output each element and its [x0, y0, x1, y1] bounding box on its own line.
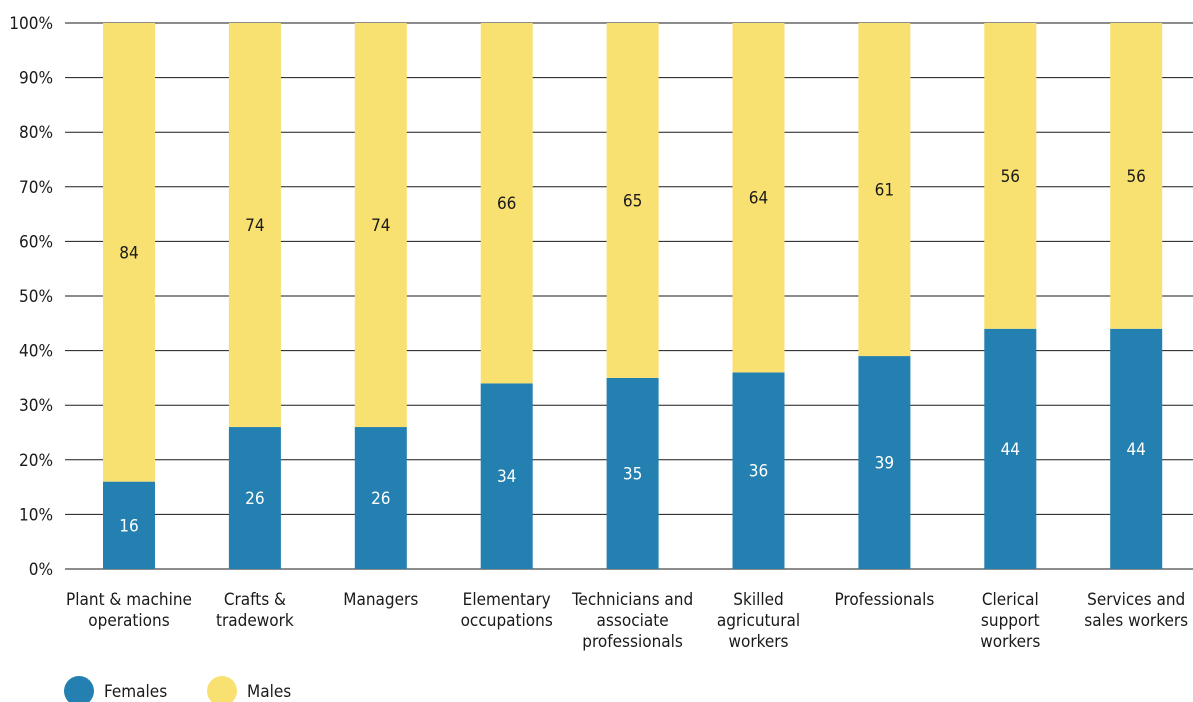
- y-axis-tick-labels: 0% 10% 20% 30% 40% 50% 60% 70% 80% 90% 100%: [9, 14, 53, 580]
- bar-segment-males: [1110, 23, 1163, 329]
- x-category-label: Managers: [343, 590, 418, 610]
- bar-segment-females: [858, 356, 911, 569]
- data-label-females: 26: [245, 489, 264, 509]
- bar-segment-females: [984, 328, 1037, 569]
- legend-swatch-males: [207, 676, 237, 702]
- legend-label-females: Females: [104, 682, 167, 702]
- data-label-males: 64: [749, 189, 768, 209]
- legend-swatch-females: [64, 676, 94, 702]
- y-tick-label: 30%: [19, 396, 53, 416]
- data-label-males: 61: [875, 181, 894, 201]
- data-label-females: 35: [623, 464, 642, 484]
- x-category-label: Skilled agricutural workers: [717, 590, 800, 652]
- bar-segment-females: [732, 372, 785, 569]
- bar-segment-females: [480, 383, 533, 569]
- data-label-females: 36: [749, 462, 768, 482]
- data-label-females: 44: [1001, 440, 1020, 460]
- data-label-females: 26: [371, 489, 390, 509]
- bar-segment-females: [354, 427, 407, 569]
- bar-segment-females: [606, 377, 659, 569]
- data-label-males: 74: [371, 216, 390, 236]
- y-tick-label: 70%: [19, 178, 53, 198]
- x-category-label: Crafts & tradework: [216, 590, 294, 631]
- data-label-females: 16: [119, 516, 138, 536]
- bar-segment-males: [228, 23, 281, 428]
- y-tick-label: 100%: [9, 14, 53, 34]
- data-label-females: 34: [497, 467, 516, 487]
- y-tick-label: 60%: [19, 232, 53, 252]
- data-label-males: 65: [623, 191, 642, 211]
- x-category-label: Professionals: [834, 590, 934, 610]
- data-label-males: 74: [245, 216, 264, 236]
- legend-label-males: Males: [247, 682, 291, 702]
- bar-segment-males: [480, 23, 533, 384]
- bar-segment-males: [354, 23, 407, 428]
- x-axis-category-labels: Plant & machine operations Crafts & tradewo…: [66, 590, 1188, 652]
- y-tick-label: 20%: [19, 451, 53, 471]
- bars: 16 84 26 74 26 74 34 66 35 65 36 64 39 61 44 56 44 56: [103, 23, 1163, 569]
- y-tick-label: 50%: [19, 287, 53, 307]
- bar-segment-females: [1110, 328, 1163, 569]
- data-label-females: 39: [875, 454, 894, 474]
- legend: Females Males: [64, 676, 291, 702]
- x-category-label: Plant & machine operations: [66, 590, 192, 631]
- x-category-label: Technicians and associate professionals: [571, 590, 693, 652]
- x-category-label: Services and sales workers: [1084, 590, 1188, 631]
- data-label-males: 66: [497, 194, 516, 214]
- data-label-males: 84: [119, 243, 138, 263]
- data-label-males: 56: [1001, 167, 1020, 187]
- bar-segment-females: [228, 427, 281, 569]
- y-tick-label: 90%: [19, 69, 53, 89]
- bar-segment-males: [606, 23, 659, 378]
- bar-segment-males: [984, 23, 1037, 329]
- x-category-label: Elementary occupations: [461, 590, 553, 631]
- y-tick-label: 10%: [19, 505, 53, 525]
- y-tick-label: 80%: [19, 123, 53, 143]
- y-tick-label: 0%: [29, 560, 53, 580]
- data-label-males: 56: [1126, 167, 1145, 187]
- bar-segment-males: [103, 23, 155, 482]
- bar-segment-males: [858, 23, 911, 357]
- data-label-females: 44: [1126, 440, 1145, 460]
- bar-segment-males: [732, 23, 785, 373]
- x-category-label: Clerical support workers: [980, 590, 1040, 652]
- bar-segment-females: [103, 481, 155, 569]
- y-tick-label: 40%: [19, 342, 53, 362]
